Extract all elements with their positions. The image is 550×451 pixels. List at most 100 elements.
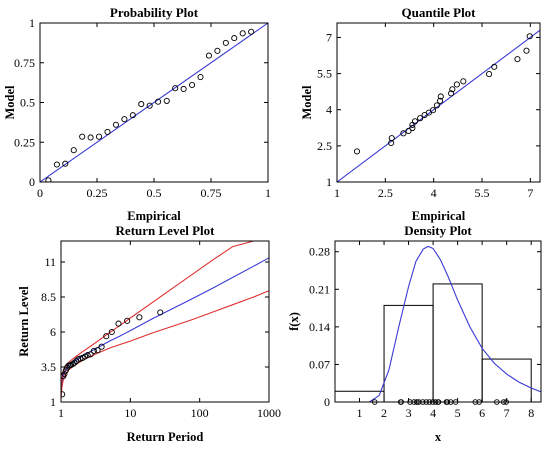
data-point bbox=[136, 314, 143, 321]
data-point bbox=[87, 134, 94, 141]
data-point bbox=[124, 317, 131, 324]
data-point bbox=[62, 160, 69, 167]
density-plot-area bbox=[335, 245, 541, 402]
return_level-y-axis-label: Return Level bbox=[17, 286, 31, 357]
probability-title: Probability Plot bbox=[110, 5, 199, 20]
data-point bbox=[70, 147, 77, 154]
data-point bbox=[514, 56, 521, 63]
x-tick-label: 7 bbox=[504, 406, 510, 420]
data-point bbox=[460, 78, 467, 85]
x-tick-label: 10 bbox=[124, 406, 136, 420]
x-tick-label: 6 bbox=[479, 406, 485, 420]
y-tick-label: 8.5 bbox=[41, 290, 56, 304]
x-tick-label: 4 bbox=[430, 406, 436, 420]
data-point bbox=[172, 85, 179, 92]
data-point bbox=[417, 115, 424, 122]
y-tick-label: 0 bbox=[29, 175, 35, 189]
data-point bbox=[96, 133, 103, 140]
return_level-plot-area bbox=[61, 241, 269, 400]
data-point bbox=[437, 93, 444, 100]
quantile-title: Quantile Plot bbox=[401, 5, 476, 20]
data-point bbox=[94, 347, 101, 354]
data-point bbox=[214, 47, 221, 54]
x-tick-label: 3 bbox=[406, 406, 412, 420]
data-point bbox=[486, 71, 493, 78]
data-point bbox=[129, 112, 136, 119]
data-point bbox=[491, 63, 498, 70]
reference-line bbox=[40, 23, 268, 182]
y-tick-label: 0.07 bbox=[309, 357, 330, 371]
x-tick-label: 0.75 bbox=[201, 186, 222, 200]
data-point bbox=[87, 351, 94, 358]
data-point bbox=[248, 28, 255, 35]
density-x-axis-label: x bbox=[435, 430, 442, 444]
data-point bbox=[526, 33, 533, 40]
data-point bbox=[449, 86, 456, 93]
data-point bbox=[409, 124, 416, 132]
upper-curve bbox=[61, 241, 269, 387]
quantile-frame bbox=[336, 22, 541, 183]
data-point bbox=[437, 97, 444, 104]
return_level-title: Return Level Plot bbox=[116, 223, 216, 238]
data-point bbox=[104, 128, 111, 135]
y-tick-label: 3.5 bbox=[41, 360, 56, 374]
data-point bbox=[155, 98, 162, 105]
data-point bbox=[429, 107, 437, 114]
x-tick-label: 1 bbox=[334, 186, 340, 200]
x-tick-label: 2 bbox=[381, 406, 387, 420]
data-point bbox=[157, 309, 164, 316]
x-tick-label: 7 bbox=[527, 186, 533, 200]
y-tick-label: 0.28 bbox=[309, 245, 330, 259]
y-tick-label: 5.5 bbox=[317, 67, 332, 81]
data-point bbox=[53, 161, 60, 168]
data-point bbox=[433, 102, 440, 109]
y-tick-label: 0.25 bbox=[14, 135, 35, 149]
data-point bbox=[205, 52, 212, 59]
histogram-bar bbox=[432, 283, 483, 402]
x-tick-label: 5 bbox=[455, 406, 461, 420]
data-point bbox=[84, 352, 91, 359]
y-tick-label: 7 bbox=[326, 30, 332, 44]
data-point bbox=[61, 370, 68, 378]
density-curve bbox=[369, 245, 541, 402]
data-point bbox=[239, 30, 246, 37]
density-y-axis-label: f(x) bbox=[287, 312, 301, 331]
y-tick-label: 6 bbox=[50, 325, 56, 339]
fit-curve bbox=[61, 257, 269, 394]
return_level-frame bbox=[60, 240, 270, 403]
y-tick-label: 2.5 bbox=[317, 139, 332, 153]
data-point bbox=[163, 97, 170, 104]
x-tick-label: 1 bbox=[357, 406, 363, 420]
x-tick-label: 1000 bbox=[257, 406, 281, 420]
x-tick-label: 1 bbox=[58, 406, 64, 420]
data-point bbox=[448, 90, 455, 97]
quantile-panel: 1 2.5 4 5.5 7 1 2.5 4 5.5 7 Quantile Plot Empirical… bbox=[300, 5, 541, 223]
data-point bbox=[146, 102, 153, 109]
data-point bbox=[189, 81, 196, 89]
x-tick-label: 100 bbox=[191, 406, 209, 420]
quantile-y-axis-label: Model bbox=[300, 85, 314, 120]
x-tick-label: 1 bbox=[265, 186, 271, 200]
return_level-panel: 1 10 100 1000 1 3.5 6 8.5 11 Return Level Plot Ret… bbox=[17, 223, 281, 444]
data-point bbox=[45, 177, 52, 182]
data-point bbox=[405, 127, 412, 134]
quantile-x-axis-label: Empirical bbox=[412, 209, 466, 223]
data-point bbox=[79, 133, 86, 140]
return_level-x-axis-label: Return Period bbox=[127, 430, 204, 444]
data-point bbox=[231, 35, 238, 42]
quantile-plot-area bbox=[337, 29, 540, 182]
y-tick-label: 1 bbox=[29, 16, 35, 30]
probability-plot-area bbox=[40, 23, 268, 182]
y-tick-label: 1 bbox=[50, 395, 56, 409]
reference-line bbox=[337, 29, 540, 182]
data-point bbox=[197, 74, 204, 81]
x-tick-label: 0.5 bbox=[147, 186, 162, 200]
histogram-bar bbox=[383, 304, 434, 402]
data-point bbox=[62, 367, 69, 374]
data-point bbox=[222, 39, 229, 46]
y-tick-label: 1 bbox=[326, 175, 332, 189]
data-point bbox=[138, 101, 145, 108]
y-tick-label: 0.75 bbox=[14, 56, 35, 70]
y-tick-label: 0 bbox=[324, 395, 330, 409]
x-tick-label: 0.25 bbox=[87, 186, 108, 200]
